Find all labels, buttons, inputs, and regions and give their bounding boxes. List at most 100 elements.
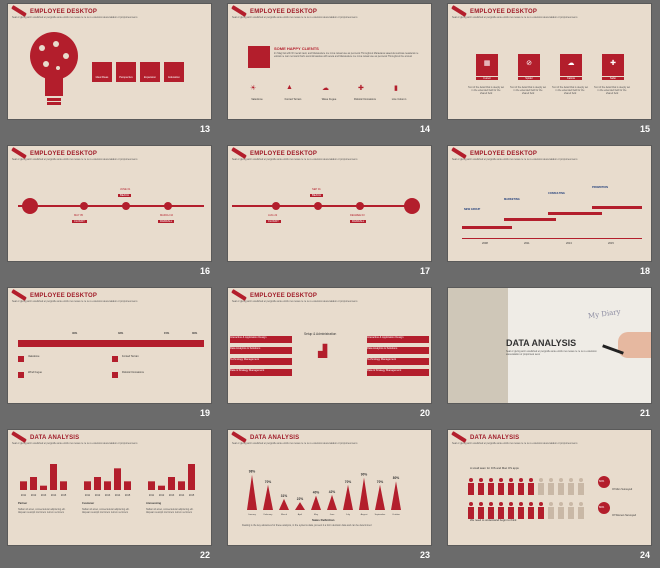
client-item-label: Line Column bbox=[391, 98, 407, 101]
slide-14[interactable]: EMPLOYEE DESKTOP Seal or giving anim une… bbox=[228, 4, 431, 119]
group-label: Customer bbox=[82, 502, 95, 505]
slide-15[interactable]: EMPLOYEE DESKTOP Seal or giving anim une… bbox=[448, 4, 651, 119]
slide-20[interactable]: EMPLOYEE DESKTOP Seal or giving anim une… bbox=[228, 288, 431, 403]
cone-pct: 70% bbox=[265, 480, 272, 484]
slide-title: EMPLOYEE DESKTOP bbox=[250, 293, 318, 299]
slide-22-thumbnail[interactable]: DATA ANALYSIS Seal or giving anim unelis… bbox=[0, 426, 220, 568]
month-tick: March bbox=[281, 513, 288, 516]
slide-title: EMPLOYEE DESKTOP bbox=[470, 151, 538, 157]
tile-caption: Safer bbox=[602, 77, 624, 80]
slide-title: EMPLOYEE DESKTOP bbox=[470, 9, 538, 15]
terrain-icon: ▲ bbox=[286, 84, 293, 91]
person-icon bbox=[498, 478, 504, 495]
chart-bar bbox=[158, 485, 165, 490]
slide-14-thumbnail[interactable]: EMPLOYEE DESKTOP Seal or giving anim une… bbox=[220, 0, 440, 142]
people-caption: We need to understand begin to think bbox=[470, 518, 517, 522]
group-label: Partner bbox=[18, 502, 28, 505]
slide-17[interactable]: EMPLOYEE DESKTOP Seal or giving anim une… bbox=[228, 146, 431, 261]
year-tick: 2014 bbox=[115, 494, 121, 497]
tile-desc: Text of the detail that is deeply set in… bbox=[468, 86, 505, 95]
item-label: Valedome bbox=[28, 355, 40, 358]
person-icon bbox=[568, 478, 574, 495]
month-tick: August bbox=[361, 513, 368, 516]
slide-title: EMPLOYEE DESKTOP bbox=[30, 9, 98, 15]
slide-title: EMPLOYEE DESKTOP bbox=[30, 293, 98, 299]
education-tile bbox=[164, 62, 184, 82]
item-square bbox=[18, 356, 24, 362]
group-desc: Nullam id amet, consecteturar adipiscing… bbox=[82, 508, 130, 514]
film-icon: ▦ bbox=[483, 60, 491, 67]
slide-number: 16 bbox=[199, 266, 210, 276]
sales-desc: Dealing is the key advances for these an… bbox=[242, 524, 372, 527]
person-icon bbox=[578, 478, 584, 495]
slide-subtitle: Seal or giving anim unelished er pergnol… bbox=[232, 300, 358, 303]
center-title: Setup & Administration bbox=[304, 332, 337, 336]
cone-chart: 98% January 70% February 31% March 22% April 40%… bbox=[247, 470, 401, 516]
cone-bar bbox=[263, 484, 273, 510]
item-square bbox=[18, 372, 24, 378]
slide-18-thumbnail[interactable]: EMPLOYEE DESKTOP Seal or giving anim une… bbox=[440, 142, 660, 284]
timeline-dot bbox=[122, 202, 130, 210]
cone-pct: 42% bbox=[329, 490, 336, 494]
slide-16-thumbnail[interactable]: EMPLOYEE DESKTOP Seal or giving anim une… bbox=[0, 142, 220, 284]
right-arrow-item: Data Analytics & Solutions bbox=[367, 347, 429, 354]
group-desc: Nullam id amet, consecteturar adipiscing… bbox=[146, 508, 194, 514]
handwritten-note: My Diary bbox=[587, 307, 622, 321]
client-item-label: Wave Fugue bbox=[321, 98, 337, 101]
person-icon bbox=[538, 478, 544, 495]
person-icon bbox=[478, 502, 484, 519]
slide-13[interactable]: EMPLOYEE DESKTOP Seal or giving anim une… bbox=[8, 4, 211, 119]
slide-number: 20 bbox=[419, 408, 430, 418]
slide-22[interactable]: DATA ANALYSIS Seal or giving anim unelis… bbox=[8, 430, 211, 545]
cone-bar bbox=[295, 502, 305, 510]
slide-24-thumbnail[interactable]: DATA ANALYSIS Seal or giving anim unelis… bbox=[440, 426, 660, 568]
slide-21-thumbnail[interactable]: My Diary DATA ANALYSIS Seal or giving an… bbox=[440, 284, 660, 426]
chart-bar bbox=[50, 464, 57, 490]
expansion-tile bbox=[140, 62, 160, 82]
slide-19-thumbnail[interactable]: EMPLOYEE DESKTOP Seal or giving anim une… bbox=[0, 284, 220, 426]
block-tile: ⊘ bbox=[518, 54, 540, 76]
cone-pct: 90% bbox=[361, 473, 368, 477]
slide-17-thumbnail[interactable]: EMPLOYEE DESKTOP Seal or giving anim une… bbox=[220, 142, 440, 284]
year-tick: 2013 bbox=[169, 494, 175, 497]
stage-label: PROMOTION bbox=[592, 186, 608, 189]
timeline-dot bbox=[164, 202, 172, 210]
year-tick: 2011 bbox=[21, 494, 27, 497]
slide-23-thumbnail[interactable]: DATA ANALYSIS Seal or giving anim unelis… bbox=[220, 426, 440, 568]
slide-21[interactable]: My Diary DATA ANALYSIS Seal or giving an… bbox=[448, 288, 651, 403]
item-label: Wind Fugue bbox=[28, 371, 42, 374]
men-label: Of Men Surveyed bbox=[612, 488, 633, 491]
stage-label: NEW GROUP bbox=[464, 208, 481, 211]
slide-title: EMPLOYEE DESKTOP bbox=[250, 151, 318, 157]
slide-19[interactable]: EMPLOYEE DESKTOP Seal or giving anim une… bbox=[8, 288, 211, 403]
slide-23[interactable]: DATA ANALYSIS Seal or giving anim unelis… bbox=[228, 430, 431, 545]
bar-pct: 30% bbox=[192, 332, 198, 335]
left-arrow-item: Data & Strategy Management bbox=[230, 369, 292, 376]
timeline-tag: BEACH bbox=[118, 194, 131, 197]
slide-20-thumbnail[interactable]: EMPLOYEE DESKTOP Seal or giving anim une… bbox=[220, 284, 440, 426]
person-icon bbox=[508, 478, 514, 495]
slide-15-thumbnail[interactable]: EMPLOYEE DESKTOP Seal or giving anim une… bbox=[440, 0, 660, 142]
slide-number: 19 bbox=[199, 408, 210, 418]
person-icon bbox=[568, 502, 574, 519]
slide-16[interactable]: EMPLOYEE DESKTOP Seal or giving anim une… bbox=[8, 146, 211, 261]
timeline-line bbox=[18, 205, 204, 207]
chart-bar bbox=[94, 477, 101, 490]
timeline-date: JUNE 01 bbox=[120, 188, 131, 191]
plus-icon: ✚ bbox=[610, 60, 616, 67]
tile-desc: Text of the detail that is deeply set in… bbox=[594, 86, 631, 95]
bar-pct: 15% bbox=[164, 332, 170, 335]
slide-13-thumbnail[interactable]: EMPLOYEE DESKTOP Seal or giving anim une… bbox=[0, 0, 220, 142]
bar-chart: 2011 2012 2013 2014 2015 2011 2012 2013 2014 2015… bbox=[20, 464, 195, 497]
slide-title: DATA ANALYSIS bbox=[506, 338, 577, 348]
group-label: Announcing bbox=[146, 502, 162, 505]
slide-18[interactable]: EMPLOYEE DESKTOP Seal or giving anim une… bbox=[448, 146, 651, 261]
slide-subtitle: Seal or giving anim unelished er pergnol… bbox=[232, 442, 358, 445]
year-label: 2013 bbox=[566, 242, 572, 245]
slide-title: DATA ANALYSIS bbox=[470, 435, 520, 441]
cone-bar bbox=[311, 495, 321, 510]
slide-24[interactable]: DATA ANALYSIS Seal or giving anim unelis… bbox=[448, 430, 651, 545]
cloud-tile: ☁ bbox=[560, 54, 582, 76]
hand-image bbox=[618, 332, 651, 358]
